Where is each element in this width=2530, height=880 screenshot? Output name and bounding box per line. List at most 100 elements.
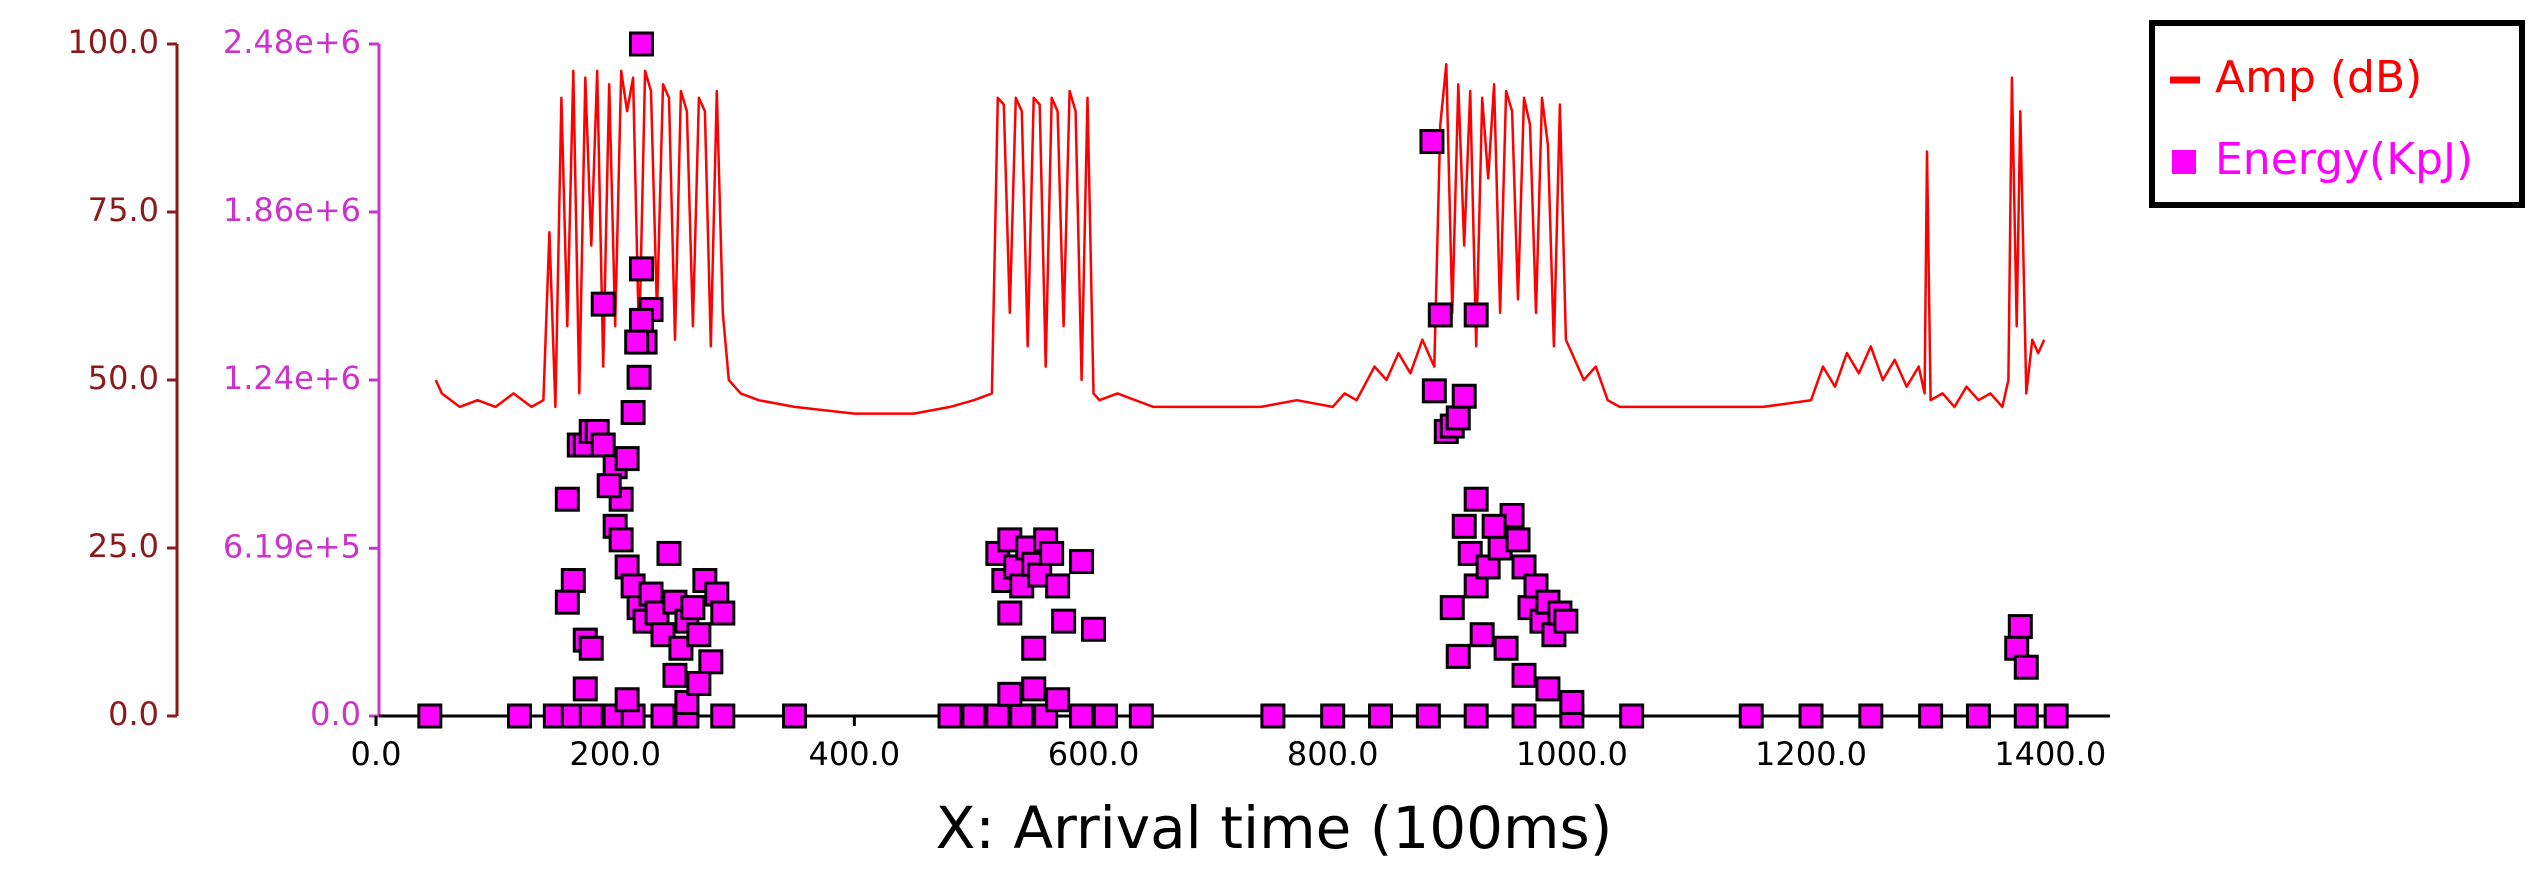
energy-point (782, 703, 808, 729)
energy-point (1021, 635, 1047, 661)
energy-point (1918, 703, 1944, 729)
energy-point (1798, 703, 1824, 729)
y2-tick-label: 1.24e+6 (223, 359, 361, 397)
energy-point (1045, 573, 1071, 599)
energy-point (626, 364, 652, 390)
energy-point (2013, 703, 2039, 729)
energy-point (1463, 703, 1489, 729)
legend-label: Amp (dB) (2215, 52, 2422, 103)
energy-point (590, 432, 616, 458)
x-tick-label: 800.0 (1287, 735, 1379, 773)
energy-point (1260, 703, 1286, 729)
energy-point (1445, 643, 1471, 669)
energy-point (1553, 608, 1579, 634)
y2-tick-label: 6.19e+5 (223, 527, 361, 565)
energy-point (554, 589, 580, 615)
x-tick-label: 600.0 (1048, 735, 1140, 773)
energy-point (1493, 635, 1519, 661)
energy-point (1505, 527, 1531, 553)
energy-point (1421, 378, 1447, 404)
energy-point (1559, 689, 1585, 715)
x-tick-label: 400.0 (809, 735, 901, 773)
energy-point (628, 31, 654, 57)
energy-point (937, 703, 963, 729)
energy-point (614, 687, 640, 713)
energy-point (686, 670, 712, 696)
x-tick-label: 200.0 (569, 735, 661, 773)
energy-point (985, 703, 1011, 729)
energy-point (1045, 687, 1071, 713)
energy-point (1069, 549, 1095, 575)
energy-point (997, 600, 1023, 626)
energy-point (1092, 703, 1118, 729)
energy-point (1481, 513, 1507, 539)
energy-point (578, 635, 604, 661)
amp-line (434, 62, 2046, 415)
energy-point (560, 568, 586, 594)
energy-point (1021, 676, 1047, 702)
energy-point (614, 446, 640, 472)
energy-point (1419, 129, 1445, 155)
x-tick-label: 1400.0 (1994, 735, 2106, 773)
energy-point (710, 703, 736, 729)
energy-point (997, 681, 1023, 707)
energy-point (628, 307, 654, 333)
energy-point (1069, 703, 1095, 729)
energy-point (1619, 703, 1645, 729)
y-tick-label: 100.0 (67, 23, 159, 61)
y-tick-label: 75.0 (88, 191, 159, 229)
energy-point (1415, 703, 1441, 729)
energy-point (1320, 703, 1346, 729)
energy-point (1511, 662, 1537, 688)
x-tick-label: 1200.0 (1755, 735, 1867, 773)
x-axis-label: X: Arrival time (100ms) (936, 794, 1613, 862)
y2-tick-label: 1.86e+6 (223, 191, 361, 229)
energy-point (1463, 486, 1489, 512)
y-tick-label: 25.0 (88, 527, 159, 565)
energy-point (2013, 654, 2039, 680)
energy-point (680, 595, 706, 621)
energy-point (1039, 540, 1065, 566)
y2-tick-label: 2.48e+6 (223, 23, 361, 61)
energy-point (620, 400, 646, 426)
energy-point (710, 600, 736, 626)
y-tick-label: 0.0 (108, 695, 159, 733)
energy-point (1427, 302, 1453, 328)
energy-point (608, 527, 634, 553)
energy-point (1738, 703, 1764, 729)
energy-point (624, 329, 650, 355)
energy-point (656, 540, 682, 566)
energy-point (507, 703, 533, 729)
energy-point (1368, 703, 1394, 729)
x-tick-label: 1000.0 (1516, 735, 1628, 773)
energy-point (1463, 302, 1489, 328)
energy-point (1451, 513, 1477, 539)
energy-point (1965, 703, 1991, 729)
energy-point (650, 703, 676, 729)
energy-point (578, 703, 604, 729)
legend-label: Energy(KpJ) (2215, 134, 2473, 185)
energy-point (2007, 614, 2033, 640)
energy-point (572, 676, 598, 702)
energy-point (590, 291, 616, 317)
energy-point (1439, 595, 1465, 621)
energy-point (1009, 703, 1035, 729)
energy-point (1451, 383, 1477, 409)
energy-point (662, 662, 688, 688)
energy-point (1511, 703, 1537, 729)
energy-point (1128, 703, 1154, 729)
energy-point (698, 649, 724, 675)
energy-point (1858, 703, 1884, 729)
energy-point (1081, 616, 1107, 642)
energy-point (1535, 676, 1561, 702)
energy-point (554, 486, 580, 512)
x-tick-label: 0.0 (351, 735, 402, 773)
energy-point (2043, 703, 2069, 729)
y-tick-label: 50.0 (88, 359, 159, 397)
energy-point (1051, 608, 1077, 634)
legend-swatch (2172, 150, 2196, 174)
energy-point (628, 256, 654, 282)
energy-point (686, 622, 712, 648)
energy-point (961, 703, 987, 729)
